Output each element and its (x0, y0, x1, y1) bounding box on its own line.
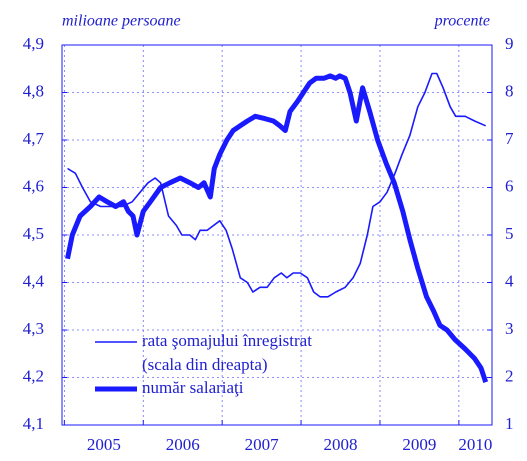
legend-label: număr salariaţi (142, 378, 244, 397)
y2-tick-label: 5 (505, 224, 514, 243)
x-tick-label: 2005 (87, 435, 121, 454)
y2-tick-label: 2 (505, 366, 514, 385)
y2-tick-label: 1 (505, 414, 514, 433)
line-series (65, 73, 489, 383)
y-tick-label: 4,9 (23, 34, 44, 53)
y-tick-label: 4,3 (23, 319, 44, 338)
y2-tick-label: 8 (505, 81, 514, 100)
line-series (67, 72, 487, 298)
y-tick-label: 4,1 (23, 414, 44, 433)
y-tick-label: 4,2 (23, 366, 44, 385)
y-axis-label: milioane persoane (62, 13, 181, 30)
y-tick-label: 4,6 (23, 176, 44, 195)
y2-tick-label: 7 (505, 129, 514, 148)
y2-tick-label: 9 (505, 34, 514, 53)
y-tick-label: 4,7 (23, 129, 45, 148)
x-tick-label: 2009 (402, 435, 436, 454)
legend-note: (scala din dreapta) (142, 355, 268, 374)
x-tick-label: 2007 (245, 435, 280, 454)
legend-label: rata şomajului înregistrat (142, 331, 312, 350)
x-tick-label: 2008 (324, 435, 358, 454)
x-tick-label: 2006 (166, 435, 200, 454)
y2-tick-label: 4 (505, 271, 514, 290)
x-tick-label: 2010 (458, 435, 492, 454)
y-tick-label: 4,5 (23, 224, 44, 243)
y-tick-label: 4,8 (23, 81, 44, 100)
y2-axis-label: procente (434, 13, 490, 30)
y-tick-label: 4,4 (23, 271, 45, 290)
y2-tick-label: 6 (505, 176, 514, 195)
y2-tick-label: 3 (505, 319, 514, 338)
